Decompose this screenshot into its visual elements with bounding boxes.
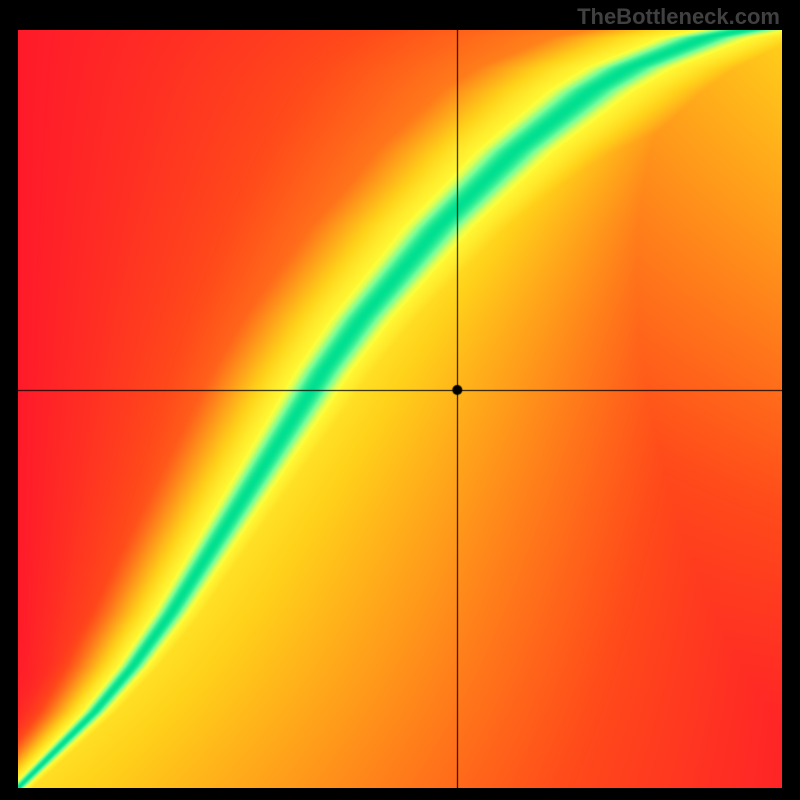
chart-container: TheBottleneck.com (0, 0, 800, 800)
bottleneck-heatmap (18, 30, 782, 788)
watermark-text: TheBottleneck.com (577, 4, 780, 30)
